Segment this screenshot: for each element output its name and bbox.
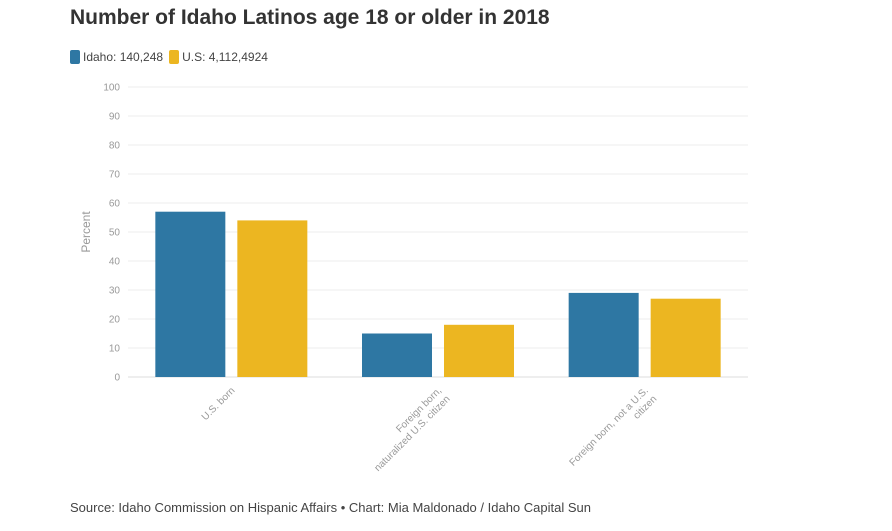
- legend-item-us: U.S: 4,112,4924: [169, 50, 268, 64]
- source-footer: Source: Idaho Commission on Hispanic Aff…: [70, 500, 591, 515]
- legend-swatch-us: [169, 50, 180, 64]
- legend-item-idaho: Idaho: 140,248: [70, 50, 163, 64]
- y-axis-label: Percent: [79, 211, 93, 253]
- category-label-2: Foreign born, not a U.S.citizen: [568, 385, 660, 477]
- legend-label-idaho: Idaho: 140,248: [83, 50, 164, 64]
- y-tick-label-30: 30: [109, 286, 121, 297]
- y-tick-label-20: 20: [109, 315, 121, 326]
- y-tick-label-0: 0: [114, 373, 120, 384]
- y-tick-label-40: 40: [109, 257, 121, 268]
- y-tick-label-90: 90: [109, 112, 121, 123]
- category-label-0: U.S. born: [200, 385, 238, 423]
- bar-us-2: [650, 298, 721, 377]
- y-tick-label-100: 100: [103, 83, 120, 94]
- bar-idaho-0: [155, 211, 226, 377]
- legend-label-us: U.S: 4,112,4924: [182, 50, 268, 64]
- y-tick-label-70: 70: [109, 170, 121, 181]
- y-tick-label-50: 50: [109, 228, 121, 239]
- y-tick-label-80: 80: [109, 141, 121, 152]
- bar-us-1: [444, 324, 514, 377]
- legend: Idaho: 140,248 U.S: 4,112,4924: [70, 50, 274, 64]
- y-tick-label-60: 60: [109, 199, 121, 210]
- bar-idaho-2: [568, 292, 639, 377]
- y-tick-label-10: 10: [109, 344, 121, 355]
- bar-us-0: [237, 220, 308, 377]
- chart-title: Number of Idaho Latinos age 18 or older …: [70, 6, 550, 29]
- bar-idaho-1: [362, 333, 432, 377]
- legend-swatch-idaho: [70, 50, 80, 64]
- category-label-1: Foreign born,naturalized U.S. citizen: [364, 385, 453, 474]
